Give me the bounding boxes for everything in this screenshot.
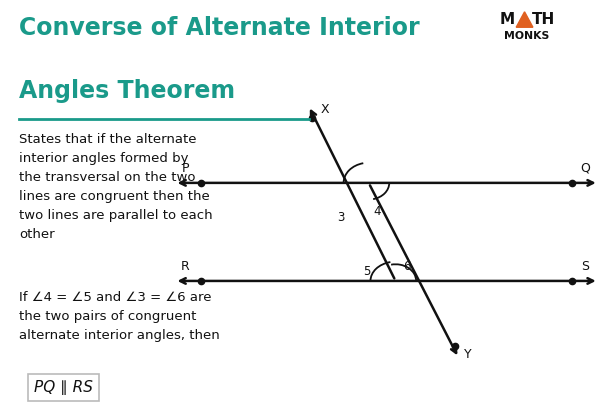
Text: X: X — [321, 103, 329, 116]
Text: S: S — [581, 260, 589, 273]
Text: TH: TH — [532, 12, 555, 27]
Text: Y: Y — [464, 348, 472, 361]
Text: R: R — [181, 260, 190, 273]
Text: 4: 4 — [373, 205, 381, 218]
Text: 6: 6 — [403, 260, 410, 273]
Text: 3: 3 — [338, 211, 345, 224]
Text: Converse of Alternate Interior: Converse of Alternate Interior — [19, 16, 420, 40]
Text: Q: Q — [581, 162, 590, 175]
Text: 5: 5 — [363, 265, 370, 278]
Text: States that if the alternate
interior angles formed by
the transversal on the tw: States that if the alternate interior an… — [19, 133, 213, 241]
Text: P: P — [182, 162, 190, 175]
Text: Angles Theorem: Angles Theorem — [19, 79, 235, 102]
Text: PQ ∥ RS: PQ ∥ RS — [34, 380, 93, 395]
Text: If ∠4 = ∠5 and ∠3 = ∠6 are
the two pairs of congruent
alternate interior angles,: If ∠4 = ∠5 and ∠3 = ∠6 are the two pairs… — [19, 291, 220, 342]
Polygon shape — [516, 12, 533, 27]
Text: MONKS: MONKS — [504, 31, 550, 41]
Text: M: M — [500, 12, 515, 27]
